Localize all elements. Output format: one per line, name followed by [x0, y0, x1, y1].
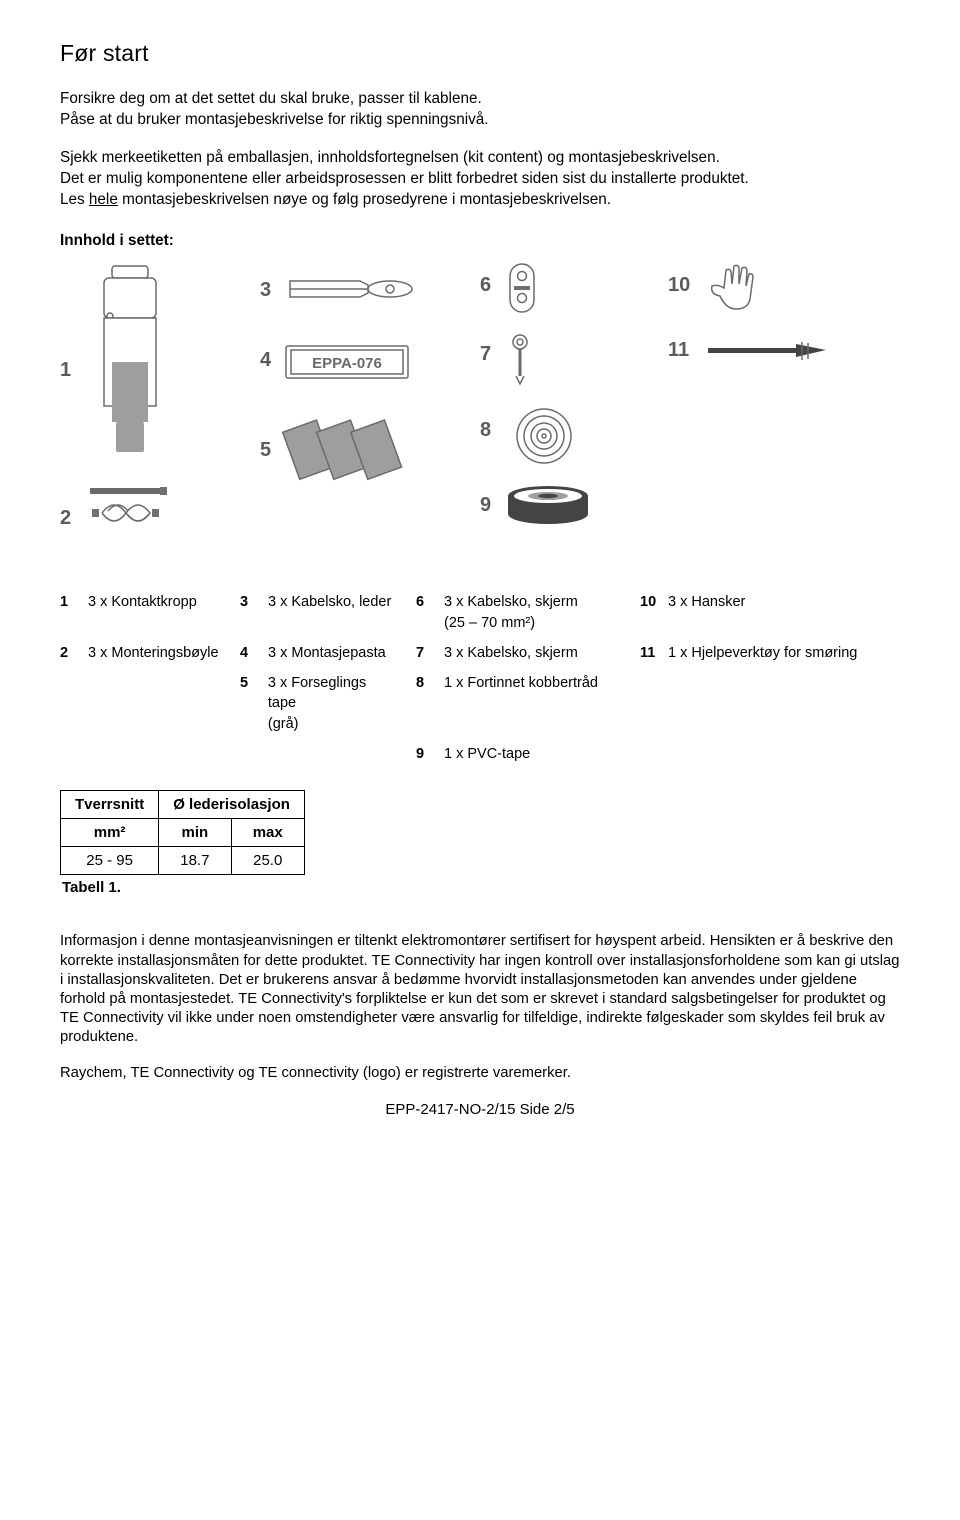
- eppa-label: EPPA-076: [312, 355, 382, 372]
- part-num: [640, 673, 668, 734]
- part-num: 1: [60, 592, 88, 633]
- table-cell: 25 - 95: [61, 847, 159, 875]
- svg-text:11: 11: [668, 339, 689, 361]
- parts-row: 53 x Forseglings tape (grå) 81 x Fortinn…: [60, 673, 900, 734]
- svg-text:4: 4: [260, 349, 272, 371]
- table-cell: 25.0: [231, 847, 304, 875]
- part-text: 3 x Hansker: [668, 592, 763, 633]
- svg-text:8: 8: [480, 419, 491, 441]
- kit-heading: Innhold i settet:: [60, 232, 900, 250]
- part-num: 2: [60, 643, 88, 663]
- table-subheader: max: [231, 819, 304, 847]
- part-num: 7: [416, 643, 444, 663]
- spec-table: Tverrsnitt Ø lederisolasjon mm² min max …: [60, 790, 305, 875]
- part-text: 3 x Kabelsko, skjerm (25 – 70 mm²): [444, 592, 596, 633]
- part-num: 9: [416, 744, 444, 764]
- part-text: 3 x Kabelsko, leder: [268, 592, 409, 633]
- part-text: [668, 673, 686, 734]
- part-num: 8: [416, 673, 444, 734]
- part-text: 1 x Hjelpeverktøy for smøring: [668, 643, 875, 663]
- part-text: [88, 673, 106, 734]
- part-num: 3: [240, 592, 268, 633]
- part-num: 4: [240, 643, 268, 663]
- table-subheader: mm²: [61, 819, 159, 847]
- part-text: 3 x Kontaktkropp: [88, 592, 215, 633]
- svg-text:2: 2: [60, 507, 71, 529]
- footer-paragraph: Raychem, TE Connectivity og TE connectiv…: [60, 1064, 900, 1083]
- intro-paragraph-2: Sjekk merkeetiketten på emballasjen, inn…: [60, 148, 900, 210]
- parts-row: 91 x PVC-tape: [60, 744, 900, 764]
- part-num: 10: [640, 592, 668, 633]
- parts-row: 13 x Kontaktkropp 33 x Kabelsko, leder 6…: [60, 592, 900, 633]
- intro-p2-b: montasjebeskrivelsen nøye og følg prosed…: [118, 191, 611, 208]
- table-header: Tverrsnitt: [61, 791, 159, 819]
- svg-text:10: 10: [668, 274, 690, 296]
- parts-row: 23 x Monteringsbøyle 43 x Montasjepasta …: [60, 643, 900, 663]
- svg-text:7: 7: [480, 343, 491, 365]
- svg-text:3: 3: [260, 279, 271, 301]
- table-cell: 18.7: [159, 847, 231, 875]
- svg-text:1: 1: [60, 359, 71, 381]
- table-header: Ø lederisolasjon: [159, 791, 305, 819]
- kit-diagram: 1 2 3 4 EPPA-076 5: [60, 256, 900, 566]
- table-subheader: min: [159, 819, 231, 847]
- svg-text:6: 6: [480, 274, 491, 296]
- svg-text:5: 5: [260, 439, 271, 461]
- part-num: 6: [416, 592, 444, 633]
- part-text: 3 x Montasjepasta: [268, 643, 404, 663]
- intro-paragraph-1: Forsikre deg om at det settet du skal br…: [60, 89, 900, 130]
- footer: Informasjon i denne montasjeanvisningen …: [60, 932, 900, 1083]
- footer-paragraph: Informasjon i denne montasjeanvisningen …: [60, 932, 900, 1047]
- page-number: EPP-2417-NO-2/15 Side 2/5: [60, 1101, 900, 1118]
- svg-text:9: 9: [480, 494, 491, 516]
- part-num: 11: [640, 643, 668, 663]
- table-caption: Tabell 1.: [62, 879, 900, 896]
- intro-p2-underlined: hele: [89, 191, 118, 208]
- part-text: 3 x Kabelsko, skjerm: [444, 643, 596, 663]
- part-text: 1 x PVC-tape: [444, 744, 548, 764]
- part-text: 3 x Monteringsbøyle: [88, 643, 237, 663]
- parts-list: 13 x Kontaktkropp 33 x Kabelsko, leder 6…: [60, 592, 900, 764]
- part-num: 5: [240, 673, 268, 734]
- part-num: [60, 673, 88, 734]
- page-title: Før start: [60, 40, 900, 67]
- part-text: 3 x Forseglings tape (grå): [268, 673, 416, 734]
- part-text: 1 x Fortinnet kobbertråd: [444, 673, 616, 734]
